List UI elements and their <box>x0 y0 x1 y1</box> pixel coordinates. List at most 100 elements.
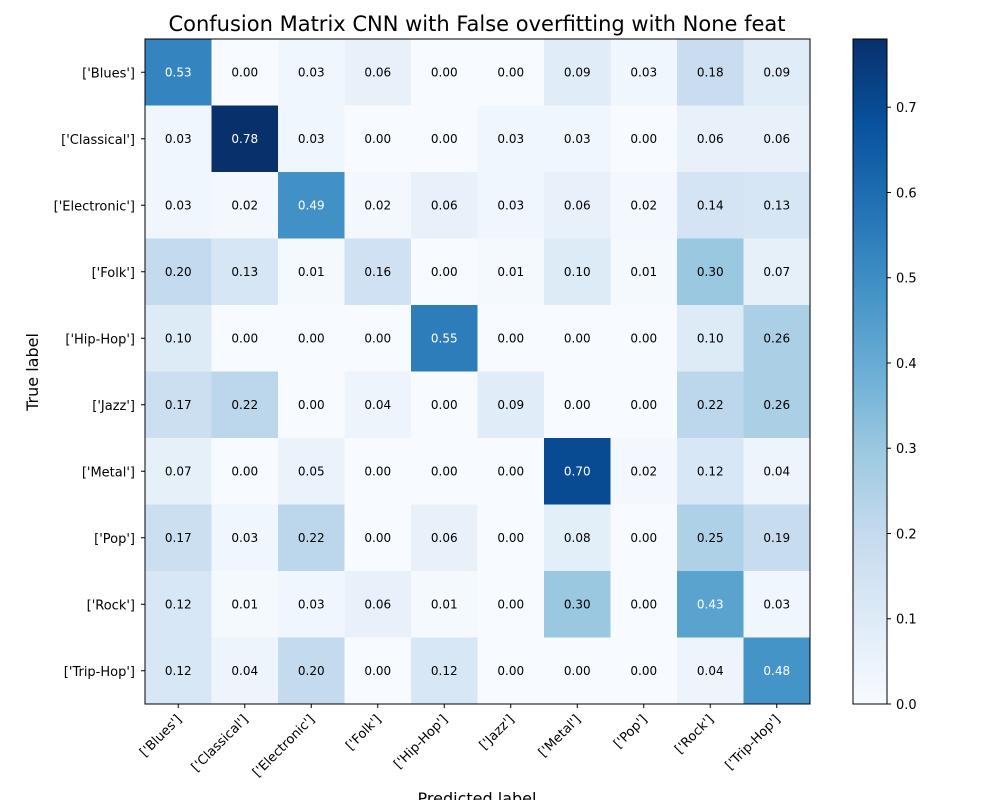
heatmap-cell <box>743 637 811 705</box>
cell-value-label: 0.03 <box>497 198 524 212</box>
heatmap-cell <box>677 305 744 372</box>
x-tick-label: ['Rock'] <box>672 712 717 757</box>
heatmap-cell <box>411 637 478 705</box>
heatmap-cell <box>743 105 811 173</box>
x-tick-label: ['Trip-Hop'] <box>723 712 784 773</box>
cell-value-label: 0.00 <box>497 65 524 79</box>
heatmap-cell <box>477 637 545 705</box>
heatmap-cell <box>477 371 545 439</box>
cell-value-label: 0.00 <box>497 597 524 611</box>
cell-value-label: 0.00 <box>497 531 524 545</box>
cell-value-label: 0.30 <box>697 265 724 279</box>
heatmap-cell <box>344 371 412 439</box>
heatmap-cell <box>544 371 611 439</box>
heatmap-cell <box>477 571 545 638</box>
heatmap-cell <box>610 172 678 239</box>
cell-value-label: 0.00 <box>431 398 458 412</box>
x-axis-label: Predicted label <box>418 789 537 800</box>
cell-value-label: 0.30 <box>564 597 591 611</box>
cell-value-label: 0.17 <box>165 531 192 545</box>
cell-value-label: 0.00 <box>497 664 524 678</box>
cell-value-label: 0.12 <box>165 664 192 678</box>
y-axis-ticks: ['Blues'] ['Classical'] ['Electronic'] ['Fo… <box>54 66 145 680</box>
heatmap-cell <box>145 305 212 372</box>
y-tick-label: ['Rock'] <box>87 598 135 613</box>
y-tick-label: ['Metal'] <box>82 465 135 480</box>
heatmap-cell <box>610 371 678 439</box>
cell-value-label: 0.02 <box>630 464 657 478</box>
heatmap-cell <box>677 571 744 638</box>
cell-value-label: 0.26 <box>763 331 790 345</box>
cell-value-label: 0.01 <box>630 265 657 279</box>
cell-value-label: 0.05 <box>298 464 325 478</box>
heatmap-cell <box>211 371 279 439</box>
heatmap-cell <box>544 637 611 705</box>
cell-value-label: 0.12 <box>697 464 724 478</box>
heatmap-cell <box>278 438 345 505</box>
heatmap-cell <box>743 571 811 638</box>
cell-value-label: 0.02 <box>231 198 258 212</box>
heatmap-cell <box>743 305 811 372</box>
cell-value-label: 0.06 <box>431 531 458 545</box>
cell-value-label: 0.02 <box>364 198 391 212</box>
heatmap-cell <box>211 637 279 705</box>
cell-value-label: 0.10 <box>697 331 724 345</box>
heatmap-cell <box>344 637 412 705</box>
cell-value-label: 0.07 <box>763 265 790 279</box>
cell-value-label: 0.00 <box>364 132 391 146</box>
cell-value-label: 0.03 <box>564 132 591 146</box>
cell-value-label: 0.00 <box>231 464 258 478</box>
heatmap-cell <box>344 238 412 306</box>
heatmap-cell <box>211 172 279 239</box>
heatmap-cell <box>610 105 678 173</box>
cell-value-label: 0.03 <box>497 132 524 146</box>
heatmap-cell <box>145 371 212 439</box>
cell-value-label: 0.00 <box>364 664 391 678</box>
cell-value-label: 0.00 <box>298 331 325 345</box>
cell-value-label: 0.01 <box>431 597 458 611</box>
y-tick-label: ['Electronic'] <box>54 199 135 214</box>
heatmap-cell <box>411 305 478 372</box>
cell-value-label: 0.17 <box>165 398 192 412</box>
cell-value-label: 0.70 <box>564 464 591 478</box>
heatmap-cell <box>477 238 545 306</box>
cell-value-label: 0.01 <box>298 265 325 279</box>
colorbar-tick-label: 0.2 <box>896 527 917 542</box>
cell-value-label: 0.25 <box>697 531 724 545</box>
plot-frame <box>144 38 811 705</box>
heatmap-cell <box>743 172 811 239</box>
heatmap-cell <box>344 305 412 372</box>
heatmap-cell <box>677 504 744 572</box>
heatmap-cell <box>278 305 345 372</box>
heatmap-cell <box>411 571 478 638</box>
cell-value-label: 0.12 <box>165 597 192 611</box>
cell-value-label: 0.00 <box>497 331 524 345</box>
heatmap-cell <box>344 571 412 638</box>
heatmap-cell <box>677 172 744 239</box>
x-tick-label: ['Jazz'] <box>477 712 518 753</box>
y-tick-label: ['Hip-Hop'] <box>65 332 135 347</box>
cell-value-label: 0.00 <box>630 531 657 545</box>
cell-value-label: 0.00 <box>364 464 391 478</box>
colorbar-tick-label: 0.1 <box>896 613 917 628</box>
cell-value-label: 0.03 <box>763 597 790 611</box>
heatmap-cell <box>211 238 279 306</box>
cell-value-label: 0.03 <box>298 132 325 146</box>
cell-value-label: 0.13 <box>231 265 258 279</box>
heatmap-cell <box>211 105 279 173</box>
cell-value-label: 0.00 <box>298 398 325 412</box>
y-tick-label: ['Folk'] <box>92 266 135 281</box>
cell-value-label: 0.06 <box>564 198 591 212</box>
cell-value-label: 0.00 <box>431 65 458 79</box>
cell-value-label: 0.09 <box>564 65 591 79</box>
x-tick-label: ['Electronic'] <box>250 712 318 780</box>
cell-value-label: 0.03 <box>231 531 258 545</box>
cell-value-label: 0.00 <box>431 464 458 478</box>
cell-value-label: 0.22 <box>697 398 724 412</box>
heatmap-cell <box>145 39 212 106</box>
cell-value-label: 0.00 <box>431 132 458 146</box>
cell-value-label: 0.12 <box>431 664 458 678</box>
cell-value-label: 0.03 <box>165 132 192 146</box>
heatmap-cell <box>278 238 345 306</box>
